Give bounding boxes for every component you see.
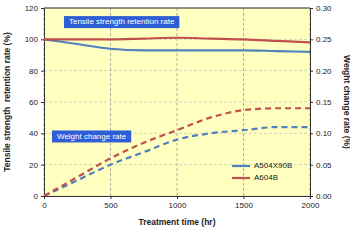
x-axis-title: Treatment time (hr) bbox=[139, 217, 216, 227]
tick: 80 bbox=[29, 67, 44, 76]
tick: 100 bbox=[25, 35, 44, 44]
tick-mark bbox=[244, 196, 245, 199]
tick: 0.15 bbox=[310, 98, 332, 107]
tick-mark bbox=[111, 196, 112, 199]
tick-label: 0.15 bbox=[316, 98, 332, 107]
tick-mark bbox=[310, 102, 313, 103]
tick-mark bbox=[41, 39, 44, 40]
tick: 1000 bbox=[169, 196, 187, 210]
tick-label: 0.00 bbox=[316, 192, 332, 201]
plot-background bbox=[44, 8, 310, 196]
tick-label: 500 bbox=[104, 201, 118, 210]
tick-mark bbox=[41, 165, 44, 166]
tick: 0.00 bbox=[310, 192, 332, 201]
tick-label: 0.30 bbox=[316, 4, 332, 13]
tick-label: 1500 bbox=[235, 201, 253, 210]
tick-mark bbox=[310, 8, 313, 9]
tick: 0.20 bbox=[310, 67, 332, 76]
tick-mark bbox=[310, 39, 313, 40]
tick: 0.05 bbox=[310, 161, 332, 170]
tick: 0 bbox=[42, 196, 47, 210]
grid-line bbox=[44, 8, 310, 9]
series-lines bbox=[44, 38, 310, 196]
tick-label: 0 bbox=[42, 201, 47, 210]
tick-mark bbox=[41, 133, 44, 134]
grid-line bbox=[44, 102, 310, 103]
series-line bbox=[44, 127, 310, 196]
tick: 60 bbox=[29, 98, 44, 107]
tick: 0.10 bbox=[310, 129, 332, 138]
legend-swatch bbox=[232, 165, 250, 167]
legend: A504X90B A604B bbox=[232, 161, 292, 182]
grid bbox=[44, 8, 310, 196]
tick: 0.25 bbox=[310, 35, 332, 44]
tick: 0.30 bbox=[310, 4, 332, 13]
tick: 120 bbox=[25, 4, 44, 13]
tick: 20 bbox=[29, 161, 44, 170]
tick-label: 100 bbox=[25, 35, 39, 44]
legend-label: A604B bbox=[254, 173, 278, 182]
tick-mark bbox=[177, 196, 178, 199]
tick-label: 80 bbox=[29, 67, 38, 76]
tick-label: 20 bbox=[29, 161, 38, 170]
tick-label: 0.25 bbox=[316, 35, 332, 44]
legend-label: A504X90B bbox=[254, 161, 292, 170]
series-line bbox=[44, 108, 310, 196]
annotation-text: Weight change rate bbox=[57, 132, 127, 141]
grid-line bbox=[44, 70, 310, 71]
series-line bbox=[44, 38, 310, 43]
tick-mark bbox=[41, 102, 44, 103]
annotation-text: Tensile strength retention rate bbox=[69, 17, 175, 26]
tick-label: 0.10 bbox=[316, 129, 332, 138]
y-axis-title: Tensile strength retention rate (%) bbox=[2, 32, 12, 172]
axis-line bbox=[41, 9, 45, 197]
tick-label: 120 bbox=[25, 4, 39, 13]
axis-line bbox=[311, 9, 314, 197]
tick-mark bbox=[41, 71, 44, 72]
plot: 05001000150020000204060801001200.000.050… bbox=[25, 4, 332, 210]
annotation: Tensile strength retention rate bbox=[64, 16, 179, 28]
tick: 40 bbox=[29, 129, 44, 138]
annotation: Weight change rate bbox=[52, 130, 131, 142]
tick-label: 40 bbox=[29, 129, 38, 138]
axis-line bbox=[45, 197, 311, 200]
tick-label: 60 bbox=[29, 98, 38, 107]
tick-mark bbox=[310, 71, 313, 72]
chart: 05001000150020000204060801001200.000.050… bbox=[0, 0, 350, 230]
annotation-box bbox=[52, 130, 131, 142]
tick-label: 1000 bbox=[169, 201, 187, 210]
plot-frame bbox=[44, 8, 310, 9]
tick-mark bbox=[310, 133, 313, 134]
tick: 500 bbox=[104, 196, 118, 210]
tick-mark bbox=[310, 196, 313, 197]
tick-label: 2000 bbox=[302, 201, 320, 210]
y-axis: 0 20 40 60 80 100 120 bbox=[25, 4, 45, 201]
tick-mark bbox=[310, 165, 313, 166]
tick-label: 0.05 bbox=[316, 161, 332, 170]
x-axis: 0 500 1000 1500 2000 bbox=[42, 196, 320, 210]
tick-mark bbox=[41, 8, 44, 9]
tick-label: 0 bbox=[34, 192, 39, 201]
annotation-box bbox=[64, 16, 179, 28]
tick-label: 0.20 bbox=[316, 67, 332, 76]
y2-axis-title: Weight change rate (%) bbox=[342, 55, 350, 149]
tick-mark bbox=[41, 196, 44, 197]
y2-axis: 0.00 0.05 0.10 0.15 0.20 0.25 0.30 bbox=[310, 4, 332, 201]
tick: 1500 bbox=[235, 196, 253, 210]
tick: 0 bbox=[34, 192, 44, 201]
grid-line bbox=[243, 8, 244, 196]
legend-swatch bbox=[232, 177, 250, 179]
